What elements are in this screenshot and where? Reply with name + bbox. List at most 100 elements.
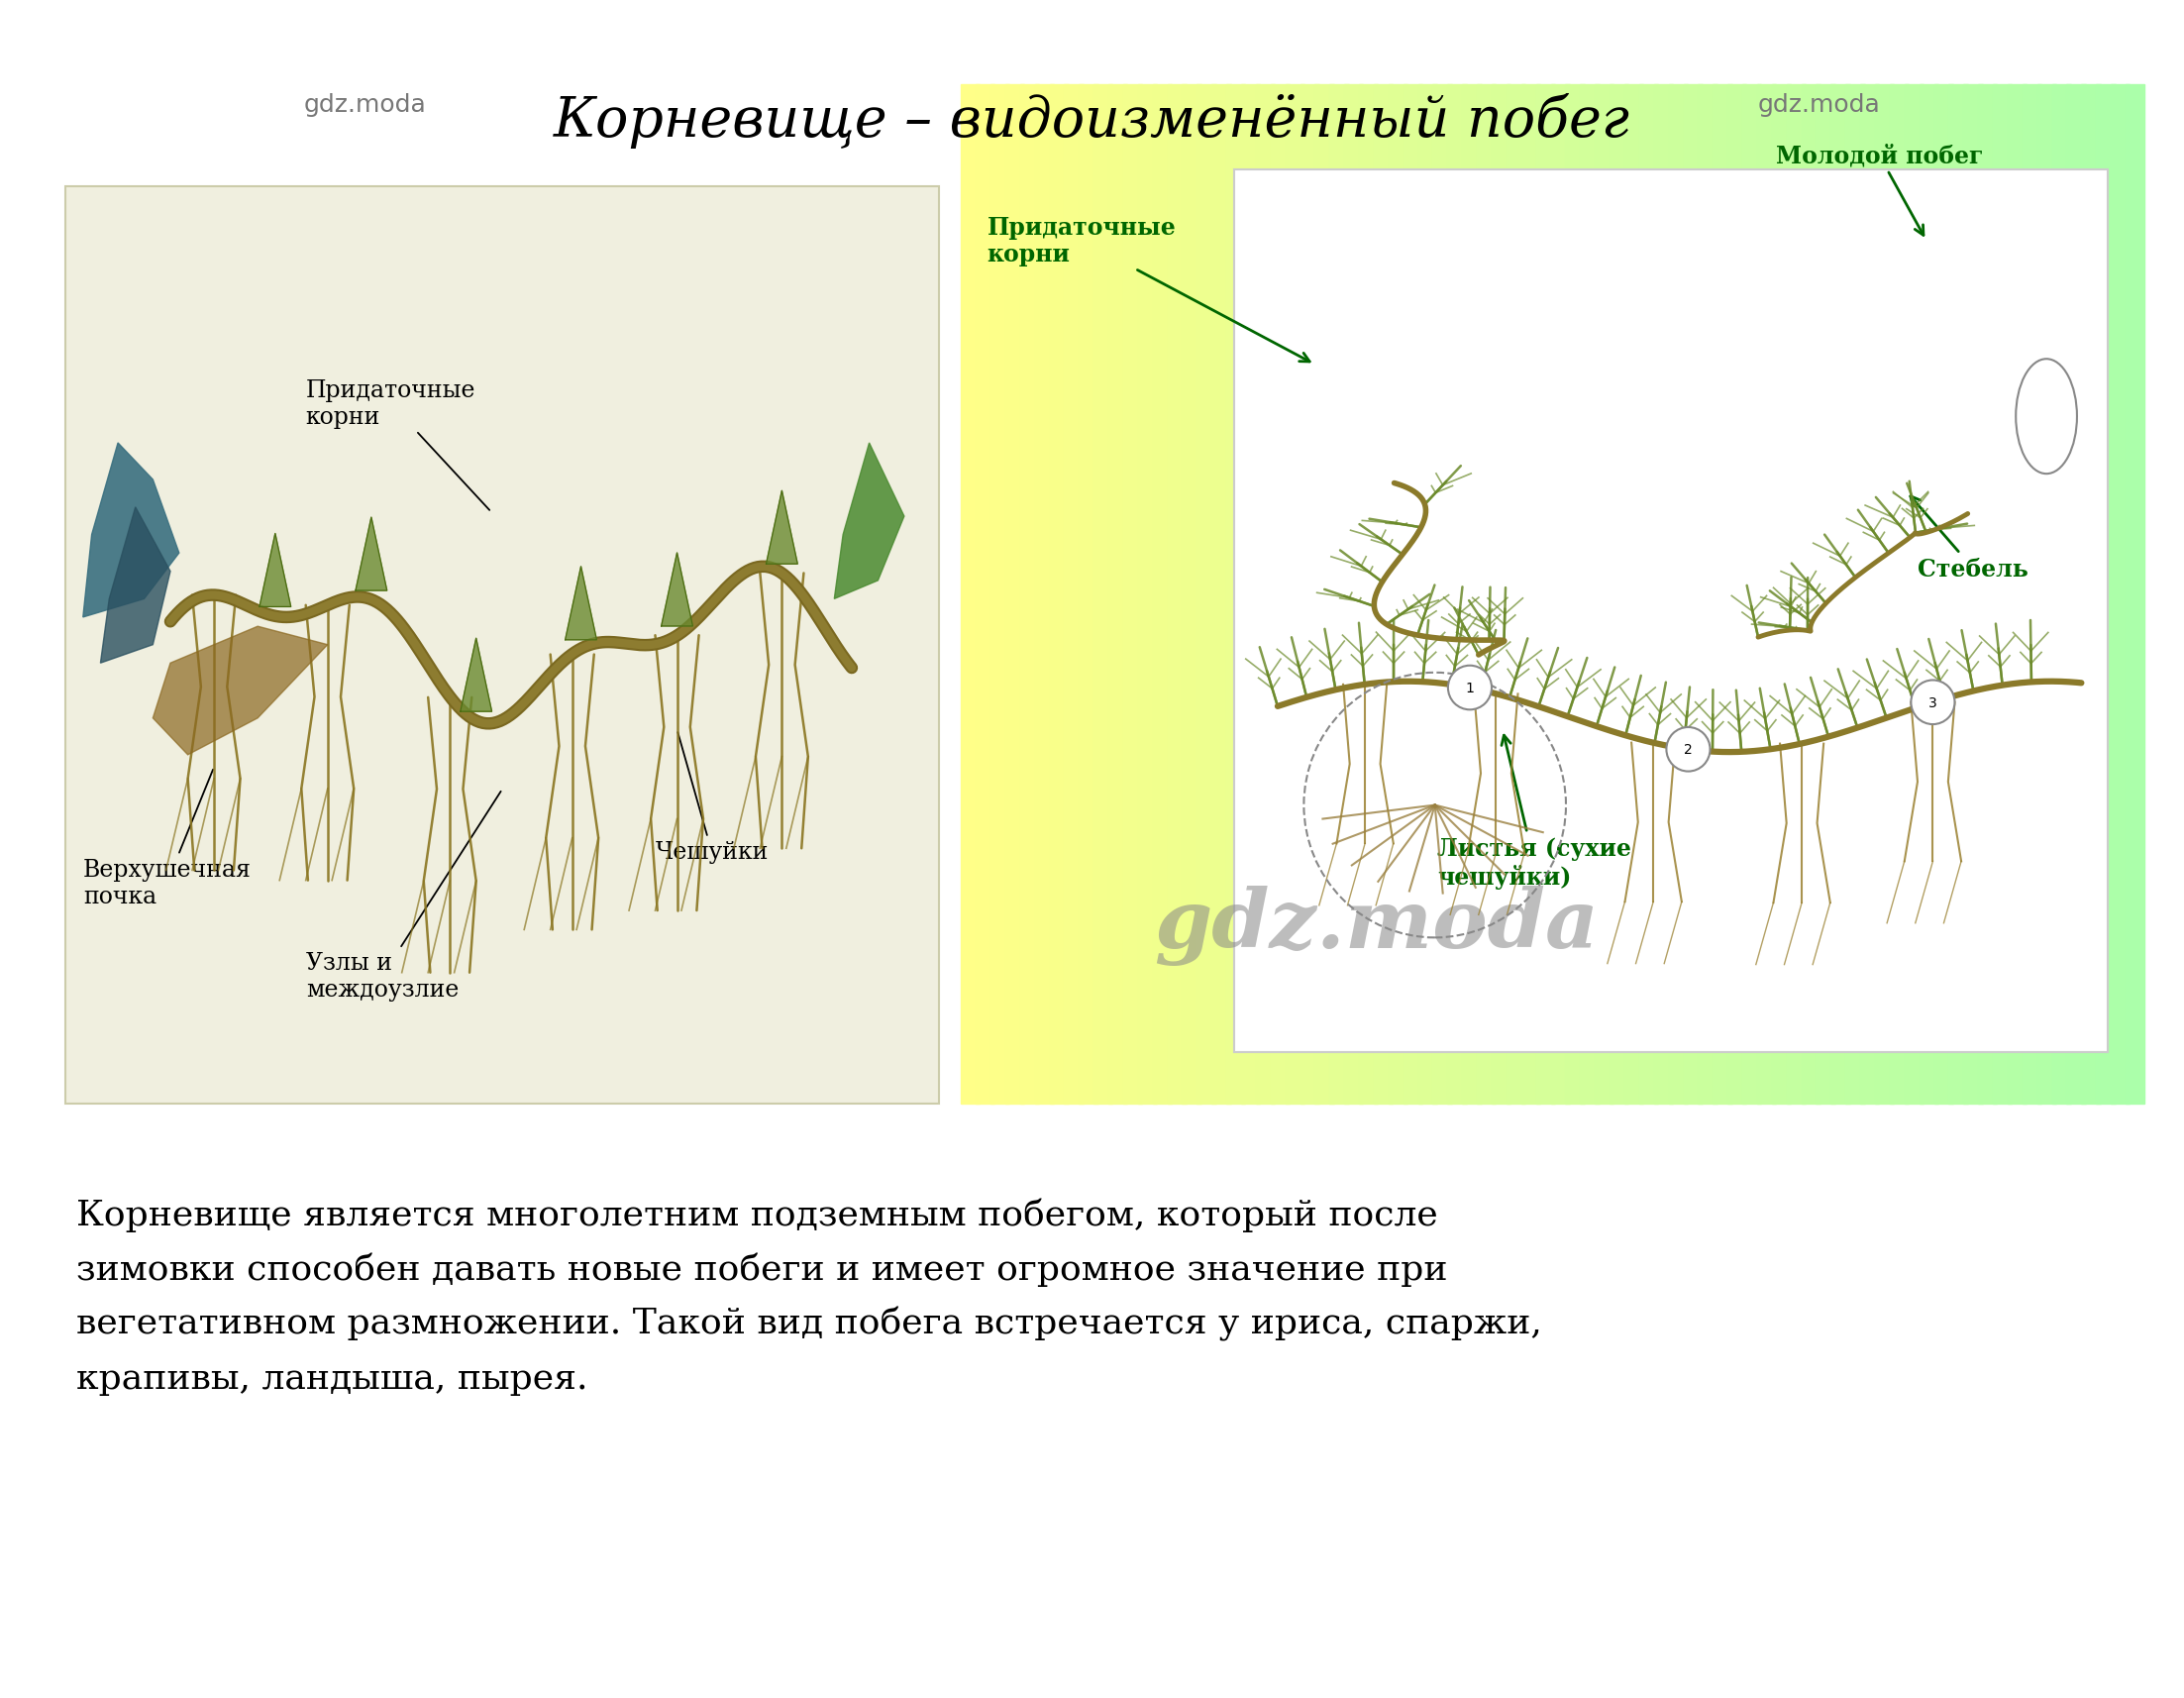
Bar [1051,85,1068,1104]
Bar [1830,85,1850,1104]
Text: 3: 3 [1928,696,1937,710]
Bar [1286,85,1304,1104]
Bar [1109,85,1127,1104]
Bar [1463,85,1481,1104]
Text: Листья (сухие
чешуйки): Листья (сухие чешуйки) [1437,735,1631,888]
Bar [1005,85,1024,1104]
Bar [1756,85,1776,1104]
Text: Корневище – видоизменённый побег: Корневище – видоизменённый побег [555,93,1629,149]
Bar [1079,85,1099,1104]
Text: Верхушечная
почка: Верхушечная почка [83,771,251,907]
Bar [1699,85,1717,1104]
Bar [2053,85,2070,1104]
Bar [1669,85,1688,1104]
Bar [1507,85,1527,1104]
Bar [1197,85,1216,1104]
Bar [1315,85,1334,1104]
Bar [1845,85,1865,1104]
Polygon shape [767,491,797,564]
Polygon shape [83,443,179,618]
Bar [1625,85,1645,1104]
Bar [1712,85,1732,1104]
Bar [2125,85,2145,1104]
Circle shape [1911,681,1955,725]
Bar [1020,85,1040,1104]
Bar [1448,85,1468,1104]
Bar [1771,85,1791,1104]
Bar [1653,85,1673,1104]
Bar [1476,85,1496,1104]
Bar [1256,85,1275,1104]
Bar [1874,85,1894,1104]
Bar [1948,85,1968,1104]
Bar [1123,85,1142,1104]
Bar [1935,85,1952,1104]
Bar [1520,85,1540,1104]
Bar [1979,85,1998,1104]
Bar [1787,85,1806,1104]
Bar [2007,85,2027,1104]
Bar [1271,85,1289,1104]
Bar [1330,85,1350,1104]
Bar [1345,85,1363,1104]
Text: Придаточные
корни: Придаточные корни [306,380,489,511]
Bar [1535,85,1555,1104]
Polygon shape [260,533,290,608]
Bar [1889,85,1909,1104]
Bar [1433,85,1452,1104]
Bar [1994,85,2011,1104]
Ellipse shape [2016,360,2077,474]
Bar [1153,85,1173,1104]
Bar [1138,85,1158,1104]
Bar [2081,85,2101,1104]
Bar [1610,85,1629,1104]
Bar [1861,85,1880,1104]
Polygon shape [153,627,328,756]
Text: gdz.moda: gdz.moda [1153,885,1599,966]
Polygon shape [834,443,904,599]
Bar [1417,85,1437,1104]
Bar [1492,85,1511,1104]
Bar [1234,170,2108,1053]
Text: Стебель: Стебель [1911,498,2029,581]
Bar [1684,85,1704,1104]
Text: 2: 2 [1684,742,1693,757]
Polygon shape [566,567,596,640]
Text: Узлы и
междоузлие: Узлы и междоузлие [306,791,500,1000]
Circle shape [1448,666,1492,710]
Bar [976,85,996,1104]
Bar [1728,85,1747,1104]
Bar [1227,85,1245,1104]
Bar [1182,85,1201,1104]
Bar [1594,85,1614,1104]
Polygon shape [461,638,491,711]
Polygon shape [356,518,387,591]
Bar [992,85,1009,1104]
Circle shape [1666,728,1710,773]
Bar [1817,85,1835,1104]
Bar [1389,85,1409,1104]
Bar [1963,85,1983,1104]
Bar [1904,85,1924,1104]
Bar [1299,85,1319,1104]
Bar [2038,85,2057,1104]
Text: gdz.moda: gdz.moda [304,93,426,117]
Bar [2110,85,2129,1104]
Bar [1094,85,1114,1104]
Bar [1581,85,1599,1104]
Bar [961,85,981,1104]
Bar [1064,85,1083,1104]
Polygon shape [662,554,692,627]
Bar [1551,85,1570,1104]
Polygon shape [100,508,170,664]
Bar [2066,85,2086,1104]
Text: 1: 1 [1465,681,1474,694]
Bar [1566,85,1586,1104]
Bar [66,187,939,1104]
Bar [2022,85,2042,1104]
Bar [1802,85,1821,1104]
Text: Корневище является многолетним подземным побегом, который после
зимовки способен: Корневище является многолетним подземным… [76,1197,1542,1394]
Text: Придаточные
корни: Придаточные корни [987,216,1310,362]
Bar [1241,85,1260,1104]
Bar [1035,85,1055,1104]
